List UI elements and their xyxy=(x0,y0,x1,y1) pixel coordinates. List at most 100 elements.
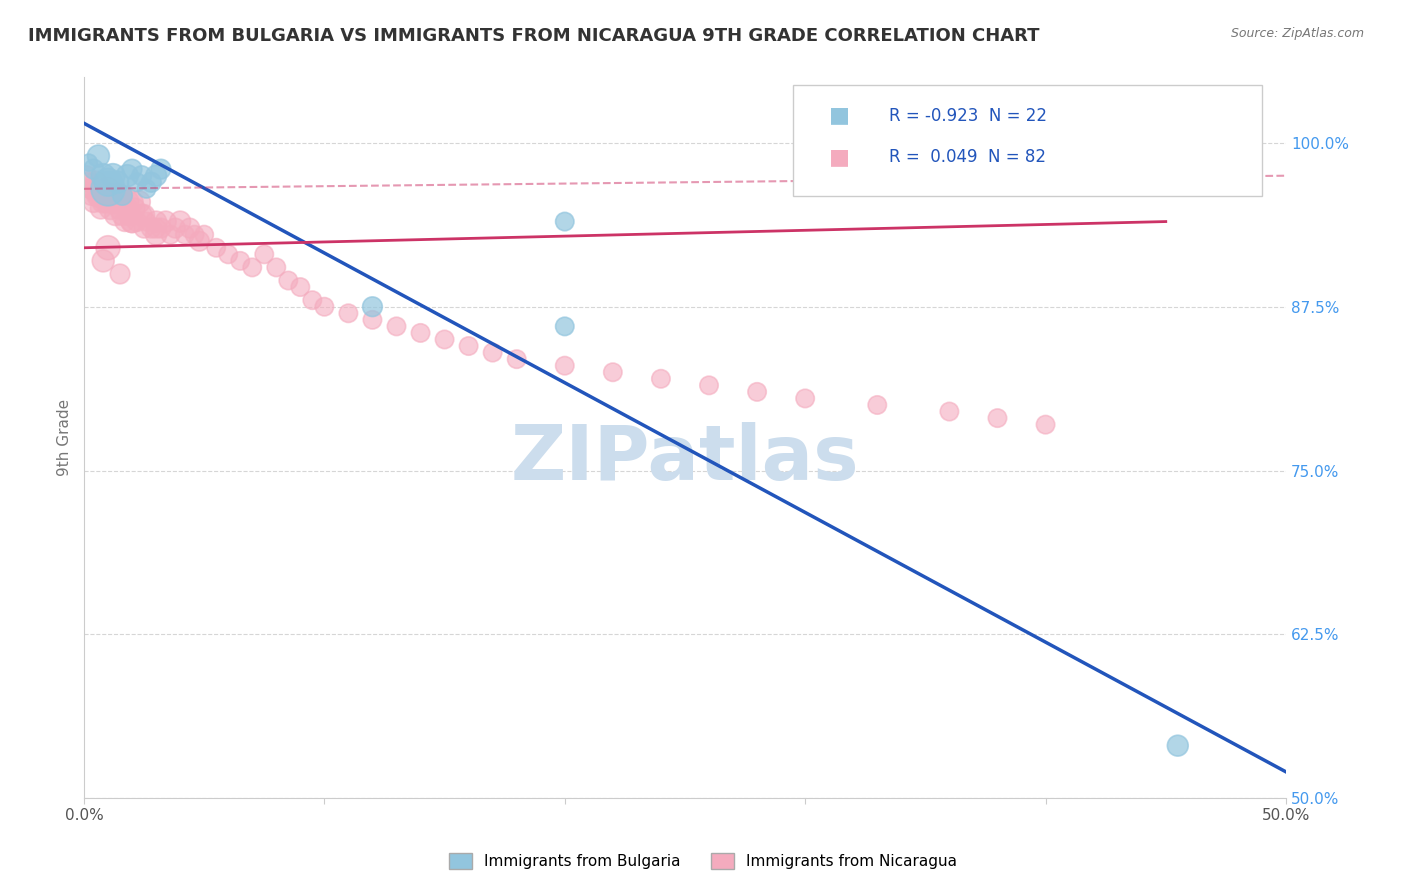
Point xyxy=(179,221,201,235)
Point xyxy=(1035,417,1057,432)
Point xyxy=(554,359,576,373)
Point xyxy=(205,241,228,255)
Point xyxy=(83,194,105,209)
Point xyxy=(91,194,114,209)
Point xyxy=(77,182,100,196)
Point xyxy=(433,333,456,347)
Point xyxy=(90,202,112,216)
Point xyxy=(104,208,127,222)
Point xyxy=(145,221,167,235)
Point xyxy=(794,392,817,406)
Point xyxy=(135,182,157,196)
Text: ZIPatlas: ZIPatlas xyxy=(510,423,859,496)
Point xyxy=(131,169,153,183)
Point xyxy=(301,293,323,308)
Point xyxy=(457,339,479,353)
Point xyxy=(131,208,153,222)
Point xyxy=(745,384,768,399)
Text: R = -0.923  N = 22: R = -0.923 N = 22 xyxy=(890,107,1047,125)
Text: Source: ZipAtlas.com: Source: ZipAtlas.com xyxy=(1230,27,1364,40)
Point xyxy=(83,162,105,177)
Point xyxy=(1167,739,1189,753)
Point xyxy=(240,260,263,275)
Point xyxy=(145,169,167,183)
Point xyxy=(361,313,384,327)
Point xyxy=(229,253,252,268)
Point xyxy=(183,227,205,242)
Point xyxy=(117,202,139,216)
Point xyxy=(361,300,384,314)
Point xyxy=(337,306,360,320)
Point xyxy=(91,169,114,183)
Point xyxy=(132,208,155,222)
Point xyxy=(866,398,889,412)
Point xyxy=(986,411,1008,425)
Text: ■: ■ xyxy=(830,105,851,126)
Point xyxy=(174,227,197,242)
Point xyxy=(169,214,191,228)
Point xyxy=(132,221,155,235)
FancyBboxPatch shape xyxy=(793,85,1263,196)
Point xyxy=(145,214,167,228)
Y-axis label: 9th Grade: 9th Grade xyxy=(58,400,72,476)
Point xyxy=(107,188,129,202)
Point xyxy=(101,169,124,183)
Point xyxy=(277,273,299,287)
Point xyxy=(290,280,312,294)
Point xyxy=(118,208,141,222)
Point xyxy=(125,214,148,228)
Point xyxy=(481,345,503,359)
Point xyxy=(114,214,136,228)
Point xyxy=(165,221,187,235)
Point xyxy=(91,253,114,268)
Point xyxy=(141,175,163,189)
Point xyxy=(97,241,120,255)
Point xyxy=(108,202,131,216)
Point xyxy=(602,365,624,379)
Point xyxy=(159,227,181,242)
Point xyxy=(111,188,134,202)
Point xyxy=(938,404,960,418)
Point xyxy=(97,175,120,189)
Point xyxy=(77,175,100,189)
Point xyxy=(385,319,408,334)
Point xyxy=(77,155,100,169)
Point xyxy=(121,214,143,228)
Point xyxy=(87,188,110,202)
Point xyxy=(155,214,177,228)
Point xyxy=(554,319,576,334)
Point xyxy=(253,247,276,261)
Point xyxy=(505,352,527,367)
Point xyxy=(217,247,239,261)
Point xyxy=(121,194,143,209)
Point xyxy=(141,221,163,235)
Point xyxy=(107,175,129,189)
Text: ■: ■ xyxy=(830,146,851,167)
Point xyxy=(111,208,134,222)
Point xyxy=(94,194,117,209)
Point xyxy=(91,188,114,202)
Point xyxy=(97,182,120,196)
Point xyxy=(314,300,336,314)
Point xyxy=(124,202,146,216)
Point xyxy=(87,149,110,163)
Point xyxy=(128,194,150,209)
Point xyxy=(188,234,211,248)
Point xyxy=(121,214,143,228)
Point xyxy=(83,182,105,196)
Point xyxy=(80,188,103,202)
Point xyxy=(97,188,120,202)
Point xyxy=(100,202,122,216)
Point xyxy=(135,214,157,228)
Point xyxy=(986,162,1008,177)
Point xyxy=(266,260,288,275)
Point xyxy=(697,378,720,392)
Point xyxy=(409,326,432,340)
Point xyxy=(121,162,143,177)
Point xyxy=(101,194,124,209)
Text: R =  0.049  N = 82: R = 0.049 N = 82 xyxy=(890,148,1046,166)
Point xyxy=(117,194,139,209)
Point xyxy=(87,188,110,202)
Text: IMMIGRANTS FROM BULGARIA VS IMMIGRANTS FROM NICARAGUA 9TH GRADE CORRELATION CHAR: IMMIGRANTS FROM BULGARIA VS IMMIGRANTS F… xyxy=(28,27,1039,45)
Point xyxy=(108,188,131,202)
